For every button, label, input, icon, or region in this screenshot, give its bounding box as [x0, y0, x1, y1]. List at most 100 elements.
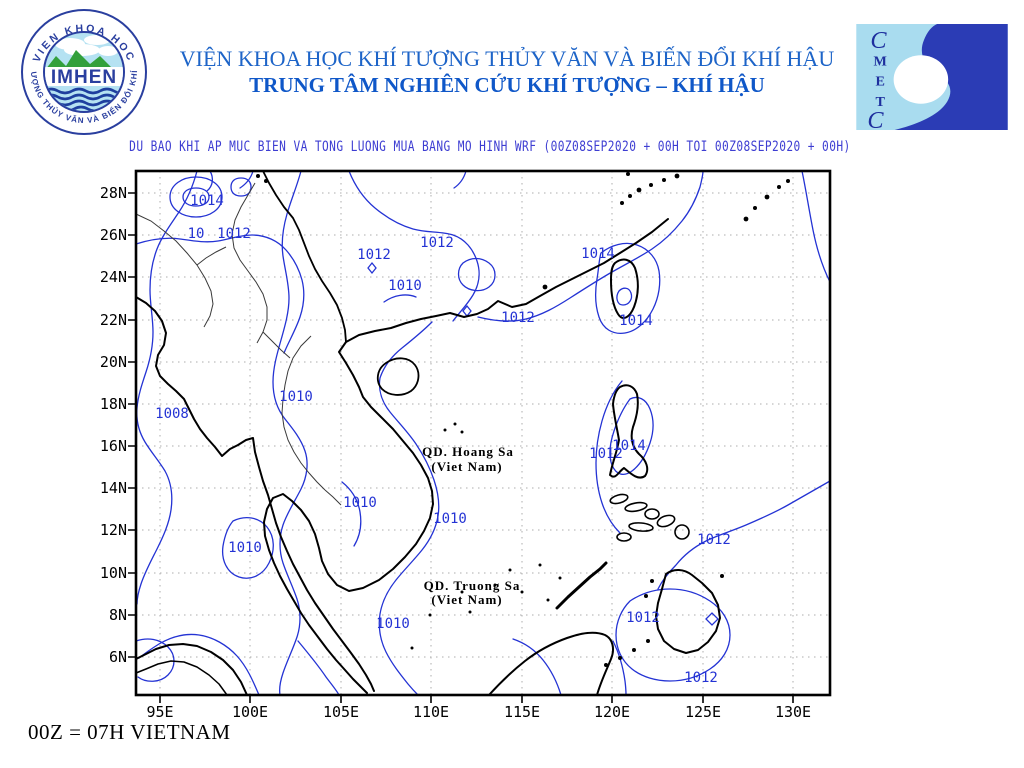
border-line	[196, 246, 227, 266]
china-vietnam-coast	[263, 218, 669, 694]
contour-label: 1010	[433, 511, 467, 527]
lon-label: 130E	[775, 703, 811, 721]
cmetc-letter-c-top: C	[870, 27, 887, 54]
forecast-subtitle: DU BAO KHI AP MUC BIEN VA TONG LUONG MUA…	[0, 138, 980, 156]
contour-label: 1012	[420, 235, 454, 251]
contour-label: 1012	[217, 226, 251, 242]
isobar	[801, 170, 831, 283]
lon-axis-labels: 95E 100E 105E 110E 115E 120E 125E 130E	[146, 703, 811, 721]
lat-label: 14N	[100, 479, 127, 497]
contour-label: 1012	[357, 247, 391, 263]
contour-label: 1012	[501, 310, 535, 326]
cmetc-letter-m: M	[873, 53, 886, 69]
sumatra-inner-coast	[135, 660, 228, 696]
isobar	[657, 480, 831, 590]
ryukyu-chain	[256, 172, 790, 290]
isobar	[512, 638, 562, 696]
paracel-spratly-dots	[410, 422, 724, 667]
isobar	[383, 294, 417, 303]
isobar	[135, 234, 305, 354]
contour-label: 1010	[228, 540, 262, 556]
cmetc-dark-swoosh	[894, 24, 1008, 130]
isobar	[453, 170, 467, 189]
lat-label: 6N	[109, 648, 127, 666]
isobar	[297, 640, 340, 696]
isobar	[239, 170, 254, 189]
isobar	[615, 588, 731, 682]
lon-label: 110E	[413, 703, 449, 721]
border-line	[262, 331, 291, 359]
contour-label: 1010	[376, 616, 410, 632]
lat-label: 10N	[100, 564, 127, 582]
isobar	[367, 261, 377, 275]
small-islands	[256, 172, 790, 667]
lat-label: 28N	[100, 184, 127, 202]
contour-label: 1012	[684, 670, 718, 686]
border-line	[231, 182, 268, 344]
contour-label: 1012	[589, 446, 623, 462]
lat-axis-labels: 28N 26N 24N 22N 20N 18N 16N 14N 12N 10N …	[100, 184, 127, 666]
contour-label: 1010	[279, 389, 313, 405]
cmetc-white-oval	[893, 55, 949, 104]
header: VIỆN KHOA HỌC KHÍ TƯỢNG THỦY VĂN VÀ BIẾN…	[140, 46, 874, 97]
contour-label: 1008	[155, 406, 189, 422]
border-line	[281, 335, 326, 491]
lon-label: 100E	[232, 703, 268, 721]
contour-label: 1014	[581, 246, 615, 262]
isobar	[169, 176, 223, 218]
truong-sa-label: QD. Truong Sa	[424, 578, 521, 593]
truong-sa-label-2: (Viet Nam)	[431, 592, 502, 607]
lat-label: 24N	[100, 268, 127, 286]
palawan-island	[555, 561, 608, 610]
lat-label: 18N	[100, 395, 127, 413]
axis-ticks	[128, 192, 794, 703]
lon-label: 120E	[594, 703, 630, 721]
isobar	[595, 242, 661, 335]
center-title: TRUNG TÂM NGHIÊN CỨU KHÍ TƯỢNG – KHÍ HẬU	[249, 73, 765, 98]
contour-label: 1010	[343, 495, 377, 511]
lon-label: 115E	[504, 703, 540, 721]
isobar	[595, 380, 623, 534]
imhen-logo: IMHEN VIEN KHOA HOC KHÍ TƯỢNG THỦY VĂN V…	[18, 8, 147, 135]
inland-river-line	[262, 170, 347, 343]
taiwan-island	[610, 258, 639, 319]
grid-lines	[136, 171, 830, 695]
place-labels: QD. Hoang Sa (Viet Nam) QD. Truong Sa (V…	[422, 444, 521, 607]
myanmar-peninsula-coast	[135, 296, 375, 692]
lon-label: 125E	[685, 703, 721, 721]
lat-label: 8N	[109, 606, 127, 624]
hoang-sa-label-2: (Viet Nam)	[431, 459, 502, 474]
isobar	[457, 257, 496, 292]
hainan-island	[376, 357, 420, 396]
lat-label: 22N	[100, 311, 127, 329]
isobar	[612, 640, 627, 696]
lon-label: 105E	[323, 703, 359, 721]
contour-label: 10	[188, 226, 205, 242]
borneo-coast	[488, 631, 614, 696]
map-frame	[134, 169, 832, 697]
contour-label: 1012	[697, 532, 731, 548]
forecast-subtitle-text: DU BAO KHI AP MUC BIEN VA TONG LUONG MUA…	[129, 139, 851, 155]
isobar	[609, 396, 654, 476]
contour-label: 1014	[190, 193, 224, 209]
lat-label: 26N	[100, 226, 127, 244]
lat-label: 16N	[100, 437, 127, 455]
contour-label: 1014	[619, 313, 653, 329]
contour-label: 1012	[626, 610, 660, 626]
isobar	[348, 170, 480, 322]
lat-label: 12N	[100, 521, 127, 539]
isobar	[462, 304, 472, 318]
isobar	[477, 170, 704, 322]
inland-borders	[135, 182, 342, 506]
cmetc-letter-t: T	[875, 94, 885, 110]
cmetc-logo: C M E T C	[856, 24, 1008, 130]
isobar	[230, 177, 252, 197]
timezone-note: 00Z = 07H VIETNAM	[28, 720, 231, 744]
imhen-wordmark: IMHEN	[51, 67, 117, 88]
coastlines	[135, 170, 721, 696]
lon-label: 95E	[146, 703, 173, 721]
sumatra-coast	[135, 643, 248, 696]
isobar	[206, 170, 214, 192]
cmetc-letter-c-bottom: C	[867, 107, 884, 130]
